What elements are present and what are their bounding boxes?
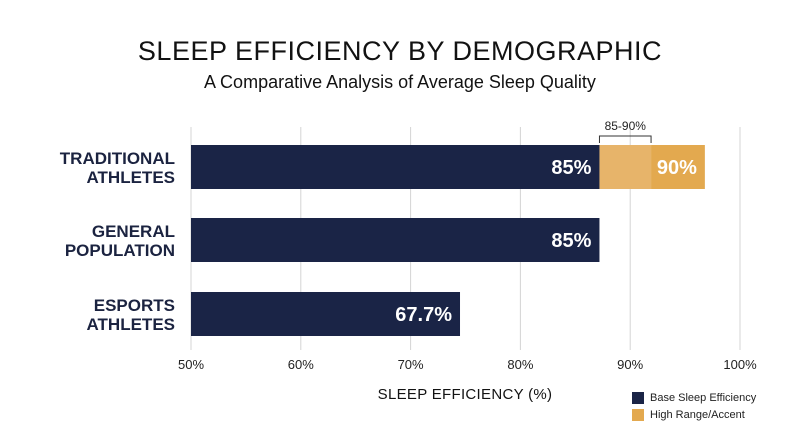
base-bar [191, 145, 600, 189]
accent-bar [651, 145, 705, 189]
legend-label-accent: High Range/Accent [650, 409, 745, 421]
x-tick-label: 70% [398, 357, 424, 372]
legend-swatch-base [632, 392, 644, 404]
category-label: ESPORTS [94, 296, 175, 315]
legend-item-accent: High Range/Accent [632, 409, 756, 421]
x-axis-label: SLEEP EFFICIENCY (%) [377, 386, 553, 403]
bar-value-label: 85% [551, 230, 591, 252]
category-label: POPULATION [65, 241, 175, 260]
legend-swatch-accent [632, 409, 644, 421]
chart-title: SLEEP EFFICIENCY BY DEMOGRAPHIC [137, 36, 663, 66]
x-tick-label: 60% [288, 357, 314, 372]
category-label: ATHLETES [87, 315, 175, 334]
category-label: GENERAL [92, 222, 175, 241]
bar-value-label: 85% [551, 157, 591, 179]
bar-value-label: 90% [657, 157, 697, 179]
bar-value-label: 67.7% [395, 304, 452, 326]
accent-bar-light [599, 145, 652, 189]
category-label: ATHLETES [87, 168, 175, 187]
x-tick-label: 50% [178, 357, 204, 372]
legend: Base Sleep Efficiency High Range/Accent [632, 392, 756, 426]
base-bar [191, 292, 461, 336]
annotation-bracket [598, 135, 652, 143]
category-label: TRADITIONAL [60, 149, 175, 168]
chart-subtitle: A Comparative Analysis of Average Sleep … [204, 72, 596, 92]
base-bar [191, 218, 600, 262]
x-tick-label: 90% [617, 357, 643, 372]
annotation-label: 85-90% [605, 119, 647, 133]
legend-item-base: Base Sleep Efficiency [632, 392, 756, 404]
legend-label-base: Base Sleep Efficiency [650, 392, 757, 404]
x-tick-label: 80% [507, 357, 533, 372]
x-tick-label: 100% [723, 357, 757, 372]
